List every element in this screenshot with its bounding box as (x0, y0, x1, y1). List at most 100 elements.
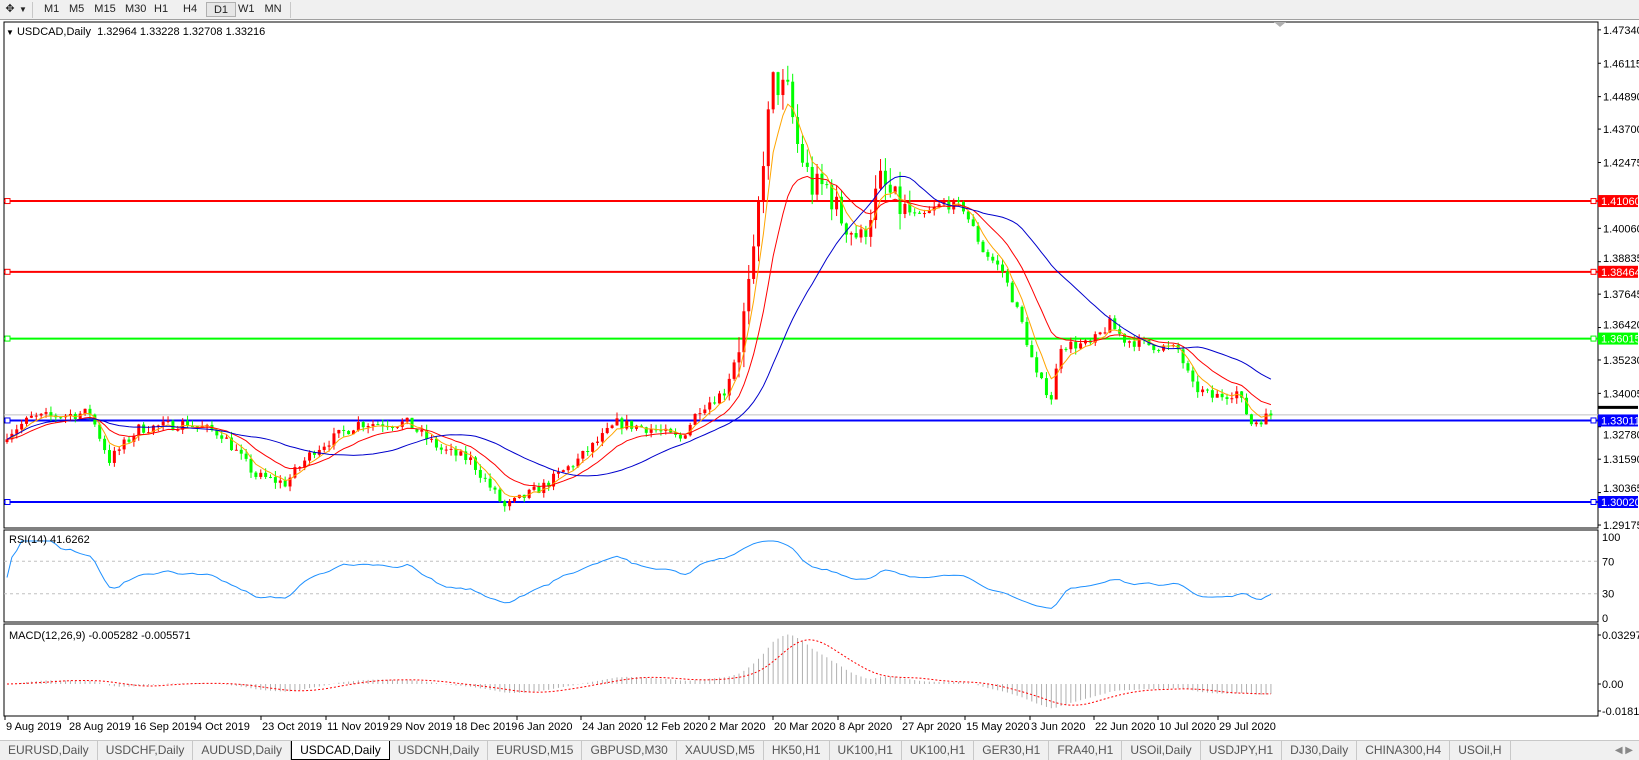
price-tick-label: 1.43700 (1603, 124, 1639, 136)
candle-body (34, 415, 38, 417)
candle (727, 373, 731, 401)
timeframe-m15[interactable]: M15 (94, 3, 116, 15)
candle (591, 442, 595, 458)
candle (493, 485, 497, 494)
candle-body (903, 203, 907, 215)
price-level-badge (1598, 496, 1638, 508)
chart-tab[interactable]: HK50,H1 (764, 741, 830, 760)
candle-body (1069, 341, 1073, 350)
candle-body (918, 212, 922, 214)
crosshair-tool-icon[interactable]: ✥ (5, 3, 15, 15)
candle (444, 445, 448, 455)
candle-body (927, 210, 931, 214)
price-tick-label: 1.44890 (1603, 92, 1639, 104)
candle (825, 181, 829, 189)
candle (542, 479, 546, 498)
candle (117, 446, 121, 456)
chart-tab[interactable]: USOil,H (1450, 741, 1511, 760)
chart-tab[interactable]: GER30,H1 (974, 741, 1050, 760)
chart-tab[interactable]: FRA40,H1 (1049, 741, 1123, 760)
chart-tab[interactable]: AUDUSD,Daily (193, 741, 292, 760)
candle (25, 416, 29, 427)
timeframe-d1[interactable]: D1 (206, 2, 236, 17)
candle (991, 253, 995, 264)
candle (478, 464, 482, 483)
date-axis-label: 16 Sep 2019 (134, 721, 196, 733)
chart-tab[interactable]: USDCNH,Daily (390, 741, 489, 760)
chart-tab[interactable]: XAUUSD,M5 (677, 741, 764, 760)
candle-body (249, 458, 253, 473)
dropdown-arrow-icon[interactable]: ▼ (19, 5, 27, 14)
timeframe-w1[interactable]: W1 (238, 3, 255, 15)
tab-scroll-arrows-icon[interactable]: ◀ ▶ (1614, 745, 1633, 756)
timeframe-m1[interactable]: M1 (44, 3, 60, 15)
candle-body (576, 458, 580, 467)
chart-tab[interactable]: UK100,H1 (830, 741, 902, 760)
candle (1220, 389, 1224, 401)
candle (1074, 336, 1078, 355)
date-axis-label: 9 Aug 2019 (6, 721, 62, 733)
candle-body (1113, 318, 1117, 330)
candle-body (1020, 306, 1024, 322)
candle (1025, 317, 1029, 347)
candle (576, 453, 580, 468)
candle-body (586, 450, 590, 452)
candle (635, 424, 639, 431)
candle (430, 434, 434, 443)
candle-body (312, 452, 316, 455)
candle-body (147, 432, 151, 434)
chart-tab[interactable]: USOil,Daily (1122, 741, 1201, 760)
candle-body (1054, 368, 1058, 400)
candle-body (683, 435, 687, 439)
chart-tab[interactable]: CHINA300,H4 (1357, 741, 1451, 760)
chart-canvas[interactable]: 1.47340 1.46115 1.44890 1.43700 1.42475 1.400… (0, 0, 1639, 740)
candle-body (186, 421, 190, 427)
candle (737, 337, 741, 378)
macd-axis-label: -0.018154 (1602, 706, 1639, 718)
candle (1035, 351, 1039, 378)
chart-tab[interactable]: UK100,H1 (902, 741, 975, 760)
timeframe-m5[interactable]: M5 (69, 3, 85, 15)
timeframe-h4[interactable]: H4 (183, 3, 198, 15)
chart-tab[interactable]: DJ30,Daily (1282, 741, 1358, 760)
candle-body (1225, 397, 1229, 400)
candle (893, 185, 897, 195)
candle (1259, 420, 1263, 427)
candle-body (791, 81, 795, 118)
chart-tab[interactable]: USDCAD,Daily (291, 741, 390, 760)
candle-body (83, 408, 87, 414)
collapse-triangle-icon[interactable]: ▼ (6, 28, 14, 37)
timeframe-m30[interactable]: M30 (125, 3, 147, 15)
candle (771, 71, 775, 114)
candle (869, 209, 873, 247)
price-level-badge-label: 1.38464 (1601, 267, 1639, 279)
chart-tab[interactable]: GBPUSD,M30 (582, 741, 677, 760)
candle (879, 159, 883, 191)
candle (1196, 375, 1200, 398)
price-tick-label: 1.29175 (1603, 520, 1639, 532)
candle (752, 234, 756, 284)
candle (966, 211, 970, 223)
chart-tab[interactable]: EURUSD,Daily (0, 741, 98, 760)
candle (229, 431, 233, 451)
candle-body (908, 203, 912, 213)
candle-body (171, 420, 175, 431)
candle-body (864, 229, 868, 237)
candle-body (381, 424, 385, 427)
candle-body (15, 429, 19, 434)
chart-tab[interactable]: EURUSD,M15 (488, 741, 583, 760)
timeframe-h1[interactable]: H1 (154, 3, 169, 15)
candle (610, 424, 614, 429)
candle (742, 302, 746, 368)
chart-tab[interactable]: USDJPY,H1 (1201, 741, 1283, 760)
chart-tab[interactable]: USDCHF,Daily (98, 741, 194, 760)
timeframe-mn[interactable]: MN (264, 3, 282, 15)
candle-body (278, 480, 282, 483)
candle-body (356, 422, 360, 431)
level-handle-icon (4, 335, 11, 342)
candle-body (732, 362, 736, 379)
price-level-badge (1598, 195, 1638, 208)
candle-body (1044, 378, 1048, 396)
level-handle-icon (4, 417, 11, 424)
candle-body (1093, 334, 1097, 343)
